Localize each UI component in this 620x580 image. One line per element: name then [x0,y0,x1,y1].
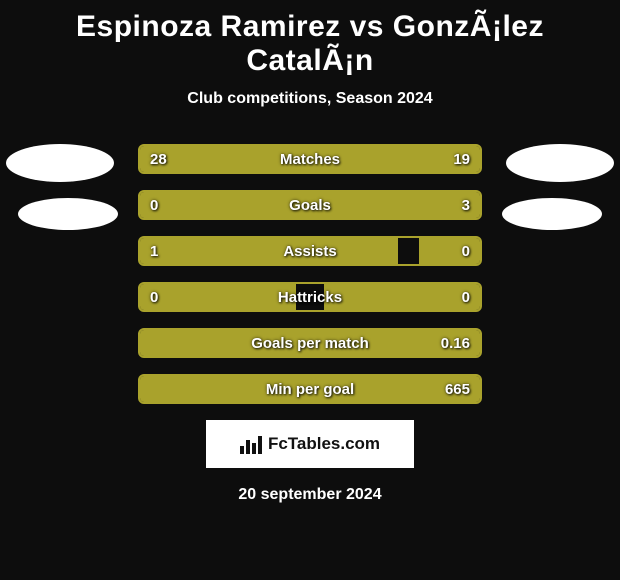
comparison-body: 28Matches19 0Goals3 1Assists0 0Hattricks0 Go… [0,144,620,404]
logo-text: FcTables.com [268,434,380,454]
stat-fill-left [140,146,344,172]
stat-row: 1Assists0 [138,236,482,266]
stat-fill-left [140,238,398,264]
comparison-card: Espinoza Ramirez vs GonzÃ¡lez CatalÃ¡n C… [0,0,620,504]
stat-fill-left [140,376,188,402]
stat-fill-right [191,330,480,356]
stat-fill-right [344,146,480,172]
stat-row: Min per goal665 [138,374,482,404]
bars-icon [240,434,262,454]
stat-fill-left [140,330,191,356]
stat-fill-left [140,284,296,310]
stat-fill-right [201,192,480,218]
stat-row: 0Hattricks0 [138,282,482,312]
stat-fill-right [324,284,480,310]
player-avatar-right [506,144,614,182]
stat-fill-right [188,376,480,402]
stat-rows: 28Matches19 0Goals3 1Assists0 0Hattricks0 Go… [138,144,482,404]
subtitle: Club competitions, Season 2024 [0,90,620,108]
stat-fill-right [419,238,480,264]
player-avatar-left-2 [18,198,118,230]
stat-fill-left [140,192,201,218]
player-avatar-right-2 [502,198,602,230]
stat-row: Goals per match0.16 [138,328,482,358]
page-title: Espinoza Ramirez vs GonzÃ¡lez CatalÃ¡n [0,4,620,84]
source-logo: FcTables.com [206,420,414,468]
stat-row: 0Goals3 [138,190,482,220]
footer-date: 20 september 2024 [0,486,620,504]
player-avatar-left [6,144,114,182]
stat-row: 28Matches19 [138,144,482,174]
